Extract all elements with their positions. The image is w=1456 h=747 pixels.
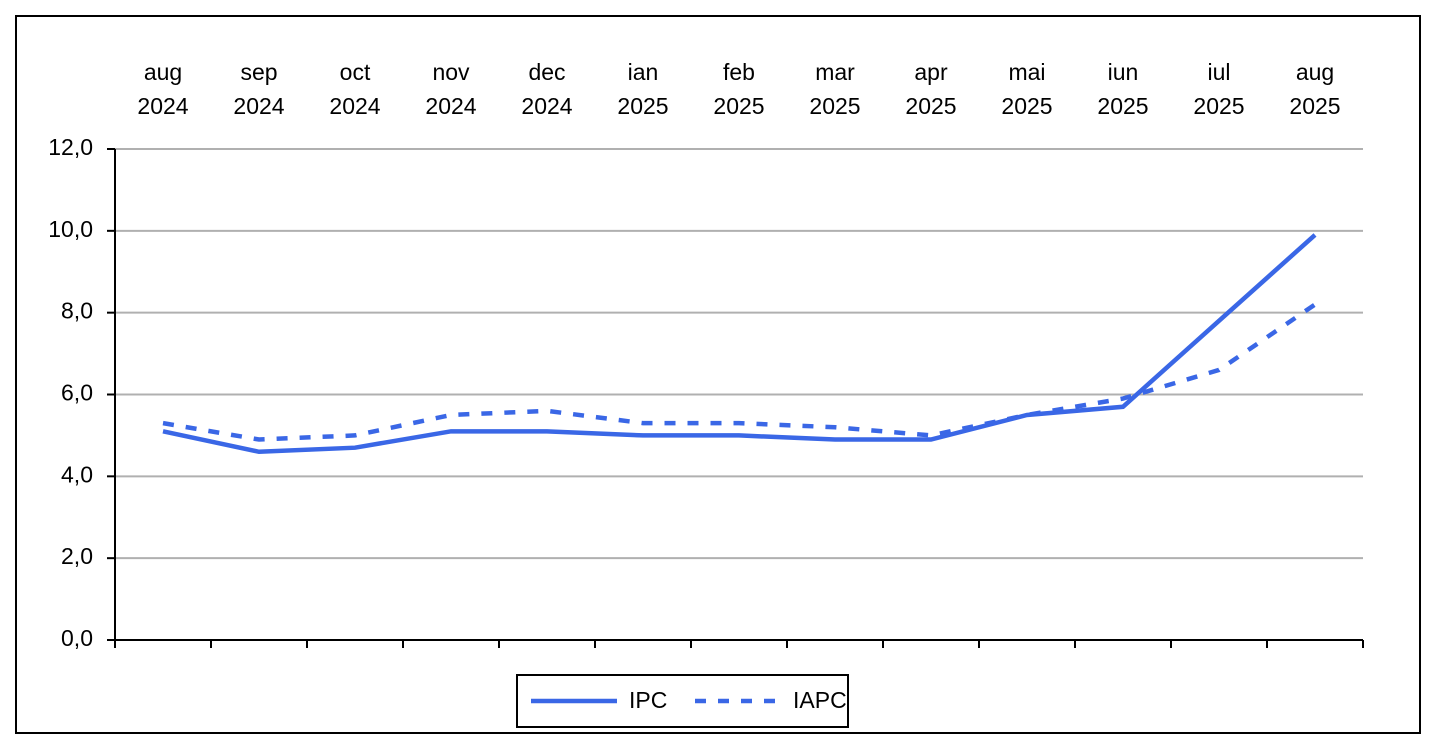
x-tick-label: nov 2024 <box>425 59 477 119</box>
x-tick-label: aug 2025 <box>1289 59 1341 119</box>
x-tick-label: oct 2024 <box>329 59 381 119</box>
x-tick-label: iul 2025 <box>1193 59 1245 119</box>
line-series <box>162 302 1317 442</box>
y-tick-label: 8,0 <box>61 298 93 324</box>
x-tick-label: ian 2025 <box>617 59 669 119</box>
x-tick-label: mai 2025 <box>1001 59 1053 119</box>
y-tick-label: 2,0 <box>61 543 93 569</box>
y-tick-label: 4,0 <box>61 461 93 487</box>
x-tick-label: iun 2025 <box>1097 59 1149 119</box>
x-tick-label: dec 2024 <box>521 59 573 119</box>
y-tick-label: 6,0 <box>61 380 93 406</box>
x-tick-label: apr 2025 <box>905 59 957 119</box>
legend-label: IPC <box>629 687 667 713</box>
y-tick-label: 0,0 <box>61 625 93 651</box>
line-series <box>162 233 1317 455</box>
x-tick-label: aug 2024 <box>137 59 189 119</box>
x-tick-label: feb 2025 <box>713 59 765 119</box>
y-tick-label: 12,0 <box>48 134 93 160</box>
legend-label: IAPC <box>793 687 847 713</box>
x-tick-label: sep 2024 <box>233 59 285 119</box>
y-tick-label: 10,0 <box>48 216 93 242</box>
x-tick-label: mar 2025 <box>809 59 861 119</box>
frame <box>15 15 1421 734</box>
